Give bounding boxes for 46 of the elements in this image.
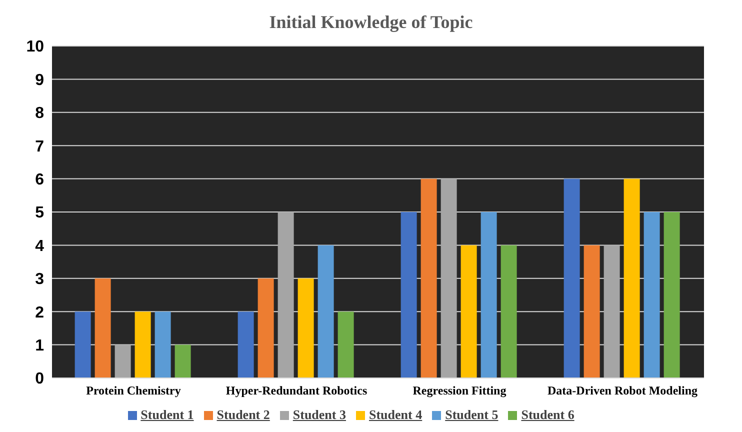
- bar: [460, 245, 477, 378]
- bar: [440, 178, 457, 378]
- bar: [94, 278, 111, 378]
- bar: [114, 344, 131, 378]
- bar: [238, 312, 254, 378]
- legend-label: Student 1: [140, 407, 194, 422]
- bar: [154, 312, 171, 378]
- bar: [644, 212, 660, 378]
- y-tick-label: 5: [35, 204, 44, 222]
- bar: [500, 245, 517, 378]
- bar: [74, 312, 91, 378]
- y-tick-label: 10: [26, 38, 44, 56]
- y-tick-label: 0: [35, 370, 44, 388]
- y-tick-label: 1: [35, 337, 44, 354]
- legend-label: Student 3: [292, 407, 346, 422]
- bar: [564, 178, 580, 378]
- legend-label: Student 4: [369, 407, 422, 422]
- x-tick-label: Hyper-Redundant Robotics: [226, 384, 368, 398]
- legend-label: Student 6: [521, 407, 574, 422]
- bar: [318, 245, 334, 378]
- bar: [258, 278, 274, 378]
- chart-title: Initial Knowledge of Topic: [268, 11, 474, 34]
- legend-label: Student 2: [216, 407, 270, 422]
- y-tick-label: 9: [35, 72, 44, 89]
- bar: [604, 245, 620, 378]
- bar: [134, 312, 151, 378]
- y-tick-label: 6: [35, 171, 44, 188]
- bar: [480, 212, 497, 378]
- bar: [420, 178, 437, 378]
- bar: [400, 212, 417, 378]
- y-tick-label: 8: [35, 105, 44, 122]
- x-tick-label: Data-Driven Robot Modeling: [548, 384, 698, 398]
- y-tick-label: 7: [35, 138, 44, 156]
- bar: [278, 212, 294, 378]
- bar: [624, 178, 640, 378]
- x-tick-label: Protein Chemistry: [86, 384, 181, 398]
- bar: [298, 278, 314, 378]
- x-tick-label: Regression Fitting: [412, 384, 506, 398]
- bar: [338, 312, 354, 378]
- y-tick-label: 4: [35, 238, 44, 255]
- y-tick-label: 3: [35, 271, 44, 288]
- y-tick-label: 2: [35, 304, 44, 322]
- bar: [664, 212, 680, 378]
- legend-label: Student 5: [445, 407, 498, 422]
- bar: [174, 344, 191, 378]
- bar: [584, 245, 600, 378]
